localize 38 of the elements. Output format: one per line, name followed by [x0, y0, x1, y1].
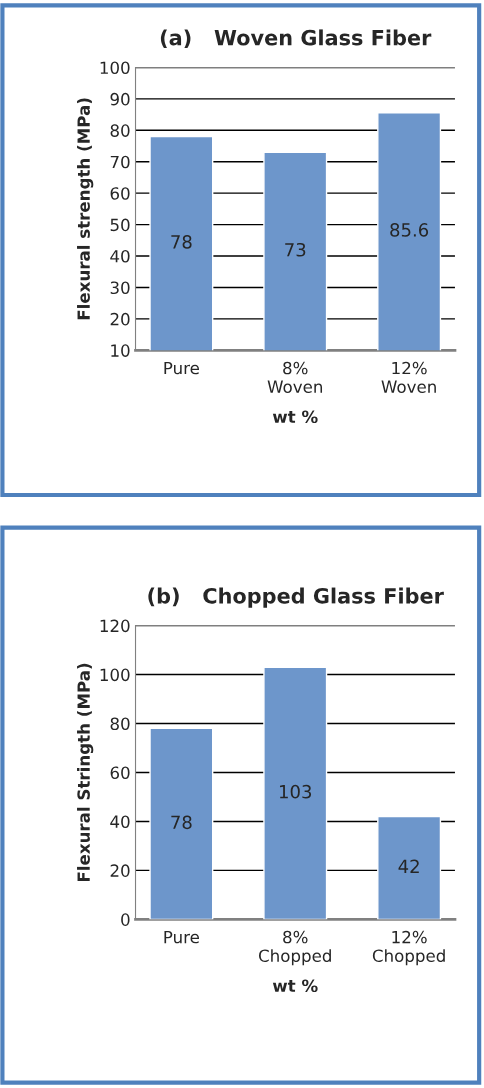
bar — [377, 815, 442, 920]
x-tick-label: Pure — [164, 930, 199, 944]
data-label: 85.6 — [390, 223, 429, 237]
y-tick-label: 20 — [110, 312, 130, 326]
y-tick-label: 10 — [111, 344, 130, 357]
x-axis-title: wt % — [272, 410, 318, 424]
x-tick-label: 12% Woven — [381, 361, 436, 394]
y-tick-label: 50 — [110, 218, 130, 232]
x-axis-title: wt % — [272, 979, 318, 993]
chart-title: (a) Woven Glass Fiber — [160, 29, 432, 48]
x-tick-label: 12% Chopped — [372, 930, 445, 966]
y-tick-label: 100 — [100, 61, 130, 75]
x-tick-label: 8% Chopped — [258, 930, 331, 966]
data-label: 73 — [285, 242, 306, 257]
y-tick-label: 120 — [100, 619, 130, 633]
y-tick-label: 60 — [110, 187, 130, 200]
chart-title: (b) Chopped Glass Fiber — [148, 587, 444, 608]
y-tick-label: 100 — [100, 668, 130, 682]
bar — [263, 666, 328, 920]
y-tick-label: 40 — [110, 250, 130, 263]
y-tick-label: 40 — [110, 815, 130, 829]
y-tick-label: 80 — [110, 124, 130, 137]
bar — [149, 727, 214, 920]
data-label: 42 — [398, 859, 419, 873]
y-tick-label: 20 — [110, 864, 130, 877]
y-tick-label: 0 — [121, 913, 130, 926]
y-tick-label: 90 — [110, 92, 130, 106]
y-axis-title: Flexural Stringth (MPa) — [77, 663, 94, 882]
data-label: 78 — [171, 235, 192, 249]
x-tick-label: Pure — [164, 361, 199, 375]
y-tick-label: 60 — [110, 766, 130, 780]
x-tick-label: 8% Woven — [267, 361, 323, 394]
data-label: 103 — [279, 784, 312, 799]
y-tick-label: 70 — [110, 155, 130, 169]
data-label: 78 — [171, 815, 192, 830]
y-tick-label: 30 — [110, 281, 130, 295]
y-tick-label: 80 — [110, 717, 130, 731]
y-axis-title: Flexural strength (MPa) — [77, 98, 94, 320]
